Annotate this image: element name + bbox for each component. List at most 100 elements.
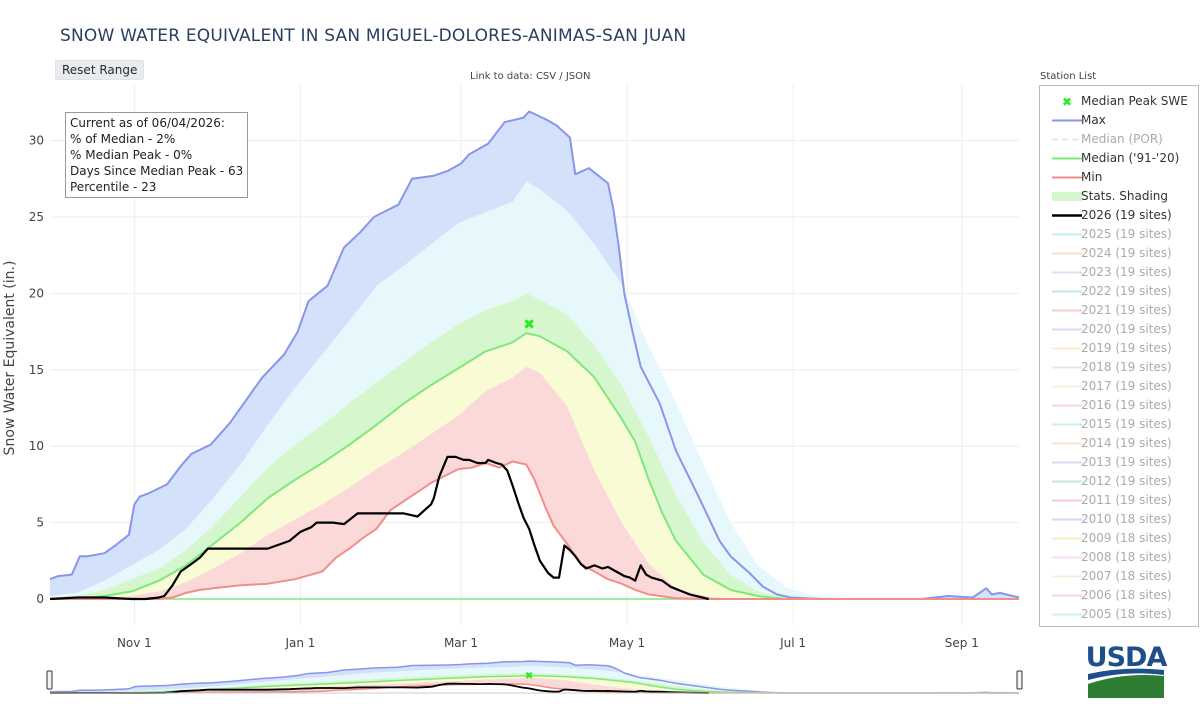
legend-item[interactable]: ✖ Median Peak SWE (1040, 92, 1198, 111)
legend-label: Stats. Shading (1081, 189, 1169, 203)
legend-label: 2013 (19 sites) (1081, 455, 1172, 469)
legend-symbol (1052, 233, 1082, 236)
legend-item[interactable]: 2011 (19 sites) (1040, 491, 1198, 510)
status-percent-median: % of Median - 2% (70, 132, 176, 146)
shading-band-2 (50, 181, 1019, 600)
legend-item[interactable]: 2024 (19 sites) (1040, 244, 1198, 263)
legend-item[interactable]: 2019 (19 sites) (1040, 339, 1198, 358)
reset-range-button[interactable]: Reset Range (55, 60, 145, 80)
legend-label: Median ('91-'20) (1081, 151, 1180, 165)
legend-label: 2019 (19 sites) (1081, 341, 1172, 355)
legend-symbol (1052, 328, 1082, 331)
range-handle-right[interactable] (1016, 670, 1023, 690)
legend-item[interactable]: Max (1040, 111, 1198, 130)
legend-label: 2022 (19 sites) (1081, 284, 1172, 298)
legend-symbol: ✖ (1062, 95, 1072, 109)
range-current-line (49, 682, 709, 694)
current-year-line (49, 455, 709, 601)
x-tick-label: Nov 1 (117, 636, 152, 650)
legend-item[interactable]: 2021 (19 sites) (1040, 301, 1198, 320)
legend-item[interactable]: 2012 (19 sites) (1040, 472, 1198, 491)
legend-label: Max (1081, 113, 1106, 127)
legend-label: 2018 (19 sites) (1081, 360, 1172, 374)
legend-symbol (1052, 518, 1082, 521)
max-line (49, 110, 1020, 600)
range-handle-left[interactable] (46, 670, 53, 690)
x-tick-label: Sep 1 (945, 636, 979, 650)
legend-item[interactable]: 2008 (18 sites) (1040, 548, 1198, 567)
legend-label: 2014 (19 sites) (1081, 436, 1172, 450)
legend-symbol (1052, 385, 1082, 388)
legend-item[interactable]: 2007 (18 sites) (1040, 567, 1198, 586)
legend-item[interactable]: Median ('91-'20) (1040, 149, 1198, 168)
legend-item[interactable]: 2022 (19 sites) (1040, 282, 1198, 301)
y-axis-ticks: 0 5 10 15 20 25 30 (29, 134, 44, 606)
legend-item[interactable]: Stats. Shading (1040, 187, 1198, 206)
legend-symbol (1052, 594, 1082, 597)
legend-item[interactable]: Median (POR) (1040, 130, 1198, 149)
legend-item[interactable]: 2025 (19 sites) (1040, 225, 1198, 244)
y-tick-label: 0 (36, 592, 44, 606)
legend-item[interactable]: 2015 (19 sites) (1040, 415, 1198, 434)
legend-label: 2011 (19 sites) (1081, 493, 1172, 507)
legend-label: 2005 (18 sites) (1081, 607, 1172, 621)
legend-item[interactable]: 2026 (19 sites) (1040, 206, 1198, 225)
legend: ✖ Median Peak SWE Max Median (POR) Median ('… (1039, 85, 1199, 627)
median-line (50, 332, 1019, 600)
legend-item[interactable]: 2005 (18 sites) (1040, 605, 1198, 624)
chart-title: SNOW WATER EQUIVALENT IN SAN MIGUEL-DOLO… (60, 26, 687, 46)
legend-label: 2009 (18 sites) (1081, 531, 1172, 545)
legend-symbol (1052, 442, 1082, 445)
y-tick-label: 25 (29, 210, 44, 224)
legend-symbol (1052, 271, 1082, 274)
legend-item[interactable]: 2017 (19 sites) (1040, 377, 1198, 396)
legend-label: 2007 (18 sites) (1081, 569, 1172, 583)
legend-item[interactable]: 2009 (18 sites) (1040, 529, 1198, 548)
min-line (50, 460, 1019, 600)
legend-item[interactable]: Min (1040, 168, 1198, 187)
legend-label: 2025 (19 sites) (1081, 227, 1172, 241)
x-tick-label: Mar 1 (444, 636, 478, 650)
legend-label: 2026 (19 sites) (1081, 208, 1172, 222)
y-tick-label: 10 (29, 439, 44, 453)
x-axis-ticks: Nov 1 Jan 1 Mar 1 May 1 Jul 1 Sep 1 (117, 636, 979, 650)
legend-item[interactable]: 2006 (18 sites) (1040, 586, 1198, 605)
x-tick-label: May 1 (609, 636, 645, 650)
legend-label: 2015 (19 sites) (1081, 417, 1172, 431)
legend-symbol (1052, 461, 1082, 464)
legend-item[interactable]: 2014 (19 sites) (1040, 434, 1198, 453)
legend-item[interactable]: 2018 (19 sites) (1040, 358, 1198, 377)
x-tick-label: Jul 1 (779, 636, 806, 650)
data-link-prefix: Link to data: (470, 71, 536, 82)
legend-symbol (1052, 366, 1082, 369)
legend-symbol (1052, 537, 1082, 540)
status-percentile: Percentile - 23 (70, 180, 157, 194)
range-slider[interactable]: ✖ (46, 660, 1023, 694)
y-tick-label: 30 (29, 134, 44, 148)
legend-label: 2016 (19 sites) (1081, 398, 1172, 412)
legend-symbol (1052, 613, 1082, 616)
legend-label: 2006 (18 sites) (1081, 588, 1172, 602)
legend-item[interactable]: 2010 (18 sites) (1040, 510, 1198, 529)
legend-symbol (1052, 119, 1082, 122)
legend-label: Median Peak SWE (1081, 94, 1188, 108)
shading-band-5 (50, 366, 1019, 599)
legend-symbol (1052, 138, 1082, 141)
legend-item[interactable]: 2020 (19 sites) (1040, 320, 1198, 339)
legend-symbol (1052, 252, 1082, 255)
json-link[interactable]: JSON (565, 71, 591, 82)
y-tick-label: 5 (36, 516, 44, 530)
legend-symbol (1052, 157, 1082, 160)
usda-logo: USDA (1084, 640, 1168, 700)
legend-symbol (1052, 423, 1082, 426)
legend-symbol (1052, 309, 1082, 312)
csv-link[interactable]: CSV (535, 71, 557, 82)
legend-symbol (1052, 192, 1082, 201)
legend-item[interactable]: 2016 (19 sites) (1040, 396, 1198, 415)
legend-item[interactable]: 2023 (19 sites) (1040, 263, 1198, 282)
legend-symbol (1052, 176, 1082, 179)
legend-item[interactable]: 2013 (19 sites) (1040, 453, 1198, 472)
legend-symbol (1052, 556, 1082, 559)
station-list-link[interactable]: Station List (1040, 71, 1097, 82)
